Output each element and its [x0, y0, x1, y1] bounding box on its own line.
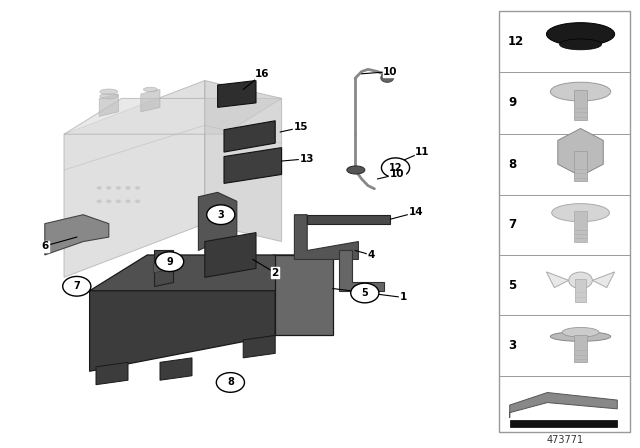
Circle shape [106, 186, 111, 190]
Polygon shape [294, 215, 358, 259]
Text: 5: 5 [362, 288, 368, 298]
Text: 6: 6 [41, 241, 49, 251]
Circle shape [156, 252, 184, 271]
Polygon shape [141, 90, 160, 112]
Circle shape [207, 205, 235, 224]
Text: 473771: 473771 [546, 435, 584, 445]
Circle shape [381, 73, 394, 82]
Ellipse shape [559, 39, 602, 50]
Polygon shape [339, 250, 384, 291]
Text: 8: 8 [227, 378, 234, 388]
Polygon shape [307, 215, 390, 224]
FancyBboxPatch shape [574, 335, 587, 362]
Polygon shape [45, 215, 109, 255]
Circle shape [351, 283, 379, 303]
Ellipse shape [547, 23, 614, 46]
Ellipse shape [550, 332, 611, 341]
Circle shape [116, 186, 121, 190]
Circle shape [125, 199, 131, 203]
FancyBboxPatch shape [509, 421, 617, 427]
Circle shape [135, 186, 140, 190]
Polygon shape [154, 262, 163, 273]
Ellipse shape [100, 89, 118, 95]
Circle shape [125, 186, 131, 190]
Text: 7: 7 [74, 281, 80, 291]
Text: 5: 5 [508, 279, 516, 292]
Text: 15: 15 [294, 122, 308, 133]
Polygon shape [90, 255, 275, 371]
Ellipse shape [550, 82, 611, 101]
Ellipse shape [347, 166, 365, 174]
Circle shape [216, 373, 244, 392]
Polygon shape [275, 255, 333, 336]
Text: 2: 2 [271, 268, 279, 278]
FancyBboxPatch shape [575, 279, 586, 302]
FancyBboxPatch shape [574, 151, 587, 181]
Polygon shape [205, 81, 282, 241]
Polygon shape [509, 392, 617, 418]
Ellipse shape [562, 327, 599, 337]
Text: 10: 10 [383, 67, 397, 77]
Polygon shape [154, 250, 173, 286]
Circle shape [97, 186, 102, 190]
Text: 4: 4 [367, 250, 375, 260]
Text: 7: 7 [508, 218, 516, 231]
Text: 12: 12 [508, 35, 524, 48]
Circle shape [63, 276, 91, 296]
Text: 3: 3 [508, 339, 516, 352]
Text: 10: 10 [390, 169, 404, 180]
Polygon shape [160, 358, 192, 380]
Ellipse shape [552, 204, 609, 222]
Polygon shape [96, 362, 128, 385]
Polygon shape [64, 99, 282, 134]
Text: 9: 9 [166, 257, 173, 267]
Polygon shape [99, 94, 118, 116]
Circle shape [97, 199, 102, 203]
Polygon shape [243, 336, 275, 358]
Text: 8: 8 [508, 158, 516, 171]
Circle shape [116, 199, 121, 203]
Polygon shape [558, 129, 604, 176]
Polygon shape [205, 233, 256, 277]
Polygon shape [198, 192, 237, 250]
FancyBboxPatch shape [574, 211, 587, 241]
Text: 14: 14 [409, 207, 423, 217]
Text: 16: 16 [255, 69, 269, 79]
Ellipse shape [143, 87, 157, 92]
Polygon shape [593, 272, 614, 288]
FancyBboxPatch shape [574, 90, 587, 121]
Polygon shape [224, 121, 275, 152]
Circle shape [569, 272, 593, 289]
Circle shape [381, 158, 410, 177]
Text: 13: 13 [300, 154, 314, 164]
Polygon shape [224, 147, 282, 183]
Text: 11: 11 [415, 147, 429, 157]
Text: 3: 3 [218, 210, 224, 220]
Ellipse shape [100, 94, 118, 99]
Text: 9: 9 [508, 96, 516, 109]
Text: 1: 1 [399, 293, 407, 302]
Polygon shape [90, 255, 333, 291]
Polygon shape [218, 81, 256, 108]
Polygon shape [547, 272, 569, 288]
Circle shape [106, 199, 111, 203]
Circle shape [135, 199, 140, 203]
Polygon shape [64, 81, 205, 277]
FancyBboxPatch shape [499, 11, 630, 432]
Text: 12: 12 [388, 163, 403, 173]
